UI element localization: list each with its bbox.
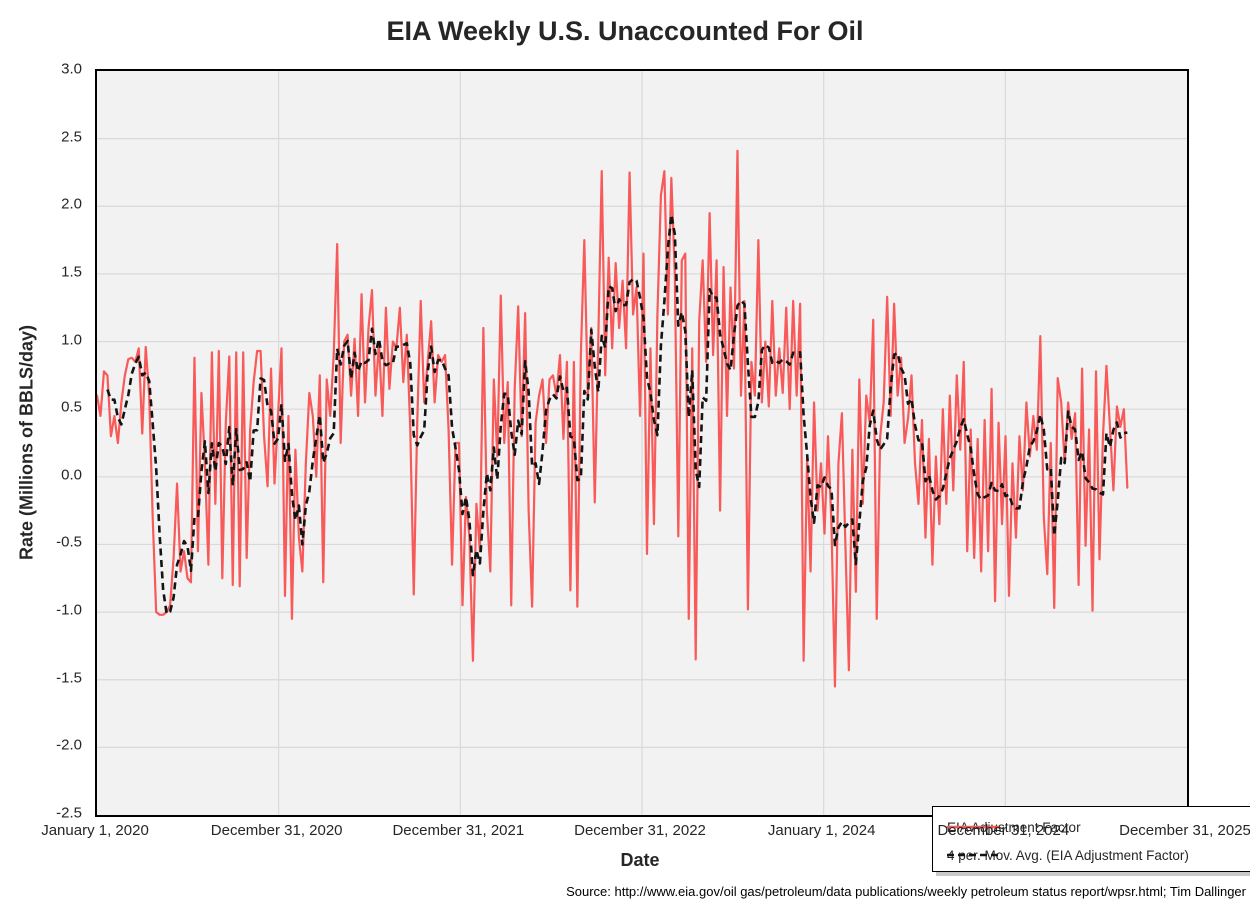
y-tick-label: -1.0 [56, 601, 82, 619]
y-tick-label: 0.0 [61, 466, 82, 484]
y-tick-label: 1.0 [61, 331, 82, 349]
legend-item-adjustment-factor: EIA Adjustment Factor [947, 817, 1081, 837]
legend-dashed-line-sample [947, 853, 999, 857]
y-tick-label: 3.0 [61, 60, 82, 78]
y-tick-label: 0.5 [61, 398, 82, 416]
legend-box: EIA Adjustment Factor 4 per. Mov. Avg. (… [932, 806, 1250, 872]
x-tick-label: December 31, 2020 [210, 822, 343, 839]
chart-title: EIA Weekly U.S. Unaccounted For Oil [386, 16, 864, 46]
y-tick-label: 2.5 [61, 128, 82, 146]
y-tick-label: -2.5 [56, 804, 82, 822]
legend-label: 4 per. Mov. Avg. (EIA Adjustment Factor) [947, 847, 1189, 863]
moving-average-line [106, 213, 1128, 615]
legend-label: EIA Adjustment Factor [947, 819, 1081, 835]
eia-adjustment-factor-line [97, 149, 1129, 688]
y-tick-label: -2.0 [56, 736, 82, 754]
legend-item-moving-average: 4 per. Mov. Avg. (EIA Adjustment Factor) [947, 845, 1189, 865]
y-tick-label: -0.5 [56, 533, 82, 551]
plot-area: EIA Adjustment Factor 4 per. Mov. Avg. (… [95, 69, 1250, 872]
gridlines [97, 71, 1187, 815]
x-tick-label: December 31, 2024 [937, 822, 1070, 839]
x-tick-label: December 31, 2025 [1119, 822, 1250, 839]
y-axis-title: Rate (Millions of BBLS/day) [16, 325, 37, 561]
source-note: Source: http://www.eia.gov/oil gas/petro… [566, 884, 1246, 899]
y-tick-label: 1.5 [61, 263, 82, 281]
x-tick-label: January 1, 2020 [41, 822, 149, 839]
legend-solid-line-sample [947, 825, 999, 829]
y-tick-label: 2.0 [61, 195, 82, 213]
x-tick-label: January 1, 2024 [767, 822, 876, 839]
y-tick-label: -1.5 [56, 669, 82, 687]
chart-plot-svg [97, 71, 1187, 815]
x-axis-title: Date [620, 850, 660, 870]
x-tick-label: December 31, 2022 [574, 822, 706, 839]
x-tick-label: December 31, 2021 [392, 822, 525, 839]
